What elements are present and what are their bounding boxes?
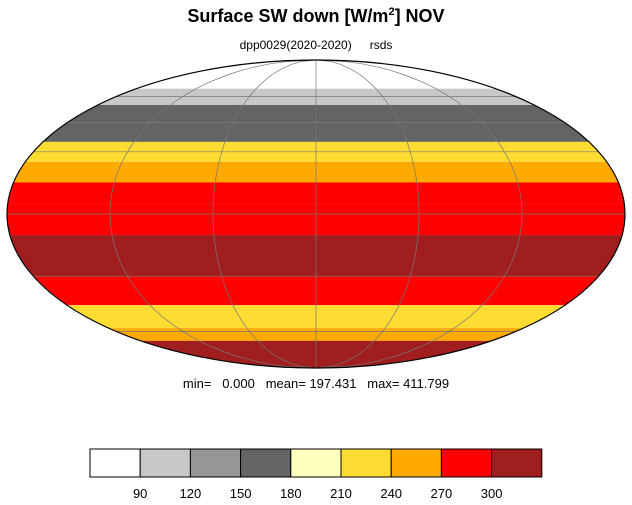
colorbar-tick-label: 270: [431, 486, 453, 501]
colorbar-tick-label: 150: [230, 486, 252, 501]
subtitle-variable: rsds: [369, 38, 393, 52]
meridian-line: [315, 60, 523, 368]
colorbar-tick-label: 180: [280, 486, 302, 501]
chart-title: Surface SW down [W/m2] NOV: [187, 6, 445, 26]
colorbar-tick-label: 300: [481, 486, 503, 501]
subtitle-experiment: dpp0029(2020-2020): [239, 38, 352, 52]
colorbar-swatch: [139, 448, 191, 478]
meridian-line: [212, 60, 317, 368]
colorbar-tick-label: 90: [133, 486, 147, 501]
meridian-line: [315, 60, 420, 368]
colorbar-swatch: [340, 448, 392, 478]
stat-min: 0.000: [222, 376, 255, 391]
stat-max: 411.799: [403, 376, 450, 391]
world-map-mollweide: [6, 59, 626, 369]
colorbar-swatch: [290, 448, 342, 478]
colorbar-tick-label: 240: [380, 486, 402, 501]
colorbar-swatch: [240, 448, 292, 478]
map-boundary: [6, 59, 626, 369]
colorbar-swatch: [390, 448, 442, 478]
colorbar-swatch: [89, 448, 141, 478]
colorbar-swatch: [189, 448, 242, 478]
chart-subtitle: dpp0029(2020-2020) rsds: [0, 38, 632, 52]
stats-line: min= 0.000 mean= 197.431 max= 411.799: [182, 376, 450, 391]
colorbar-tick-label: 120: [180, 486, 202, 501]
colorbar-swatch: [440, 448, 493, 478]
colorbar-tick-label: 210: [330, 486, 352, 501]
colorbar-swatch: [491, 448, 543, 478]
meridian-line: [109, 60, 317, 368]
stat-mean: 197.431: [309, 376, 357, 391]
